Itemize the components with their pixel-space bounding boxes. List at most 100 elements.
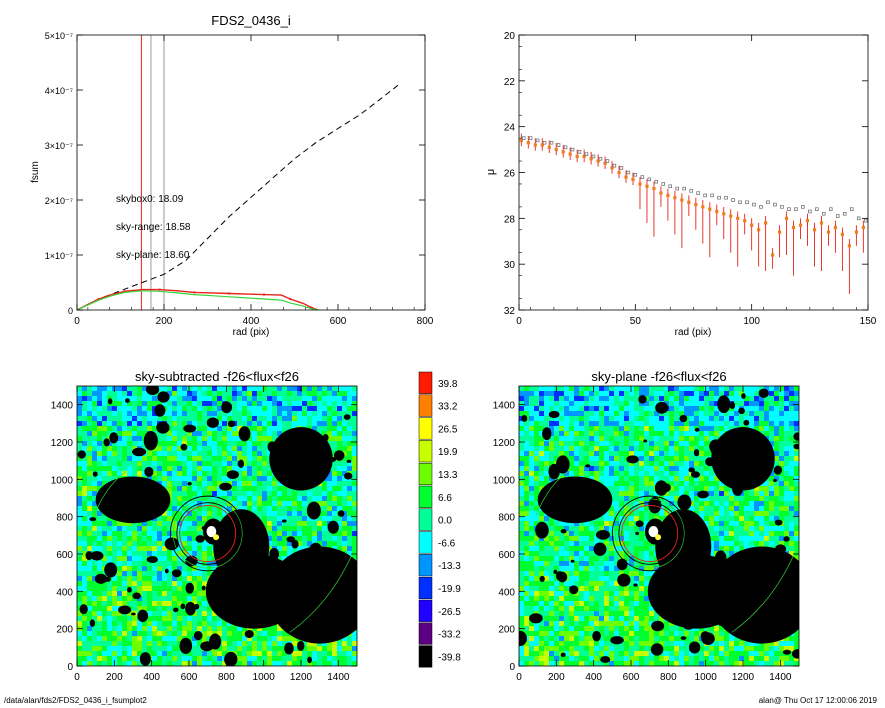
image-pixel <box>102 521 108 527</box>
image-pixel <box>167 471 173 477</box>
image-pixel <box>704 481 710 487</box>
image-pixel <box>242 486 248 492</box>
image-pixel <box>132 396 138 402</box>
image-pixel <box>127 581 133 587</box>
image-pixel <box>302 491 308 497</box>
image-pixel <box>197 511 203 517</box>
image-pixel <box>182 391 188 397</box>
image-pixel <box>644 481 650 487</box>
image-pixel <box>222 501 228 507</box>
image-pixel <box>534 406 540 412</box>
image-pixel <box>202 431 208 437</box>
image-pixel <box>529 441 535 447</box>
image-pixel <box>247 656 253 662</box>
image-pixel <box>584 391 590 397</box>
image-pixel <box>267 506 273 512</box>
image-pixel <box>302 656 308 662</box>
image-pixel <box>82 616 88 622</box>
image-pixel <box>152 546 158 552</box>
image-pixel <box>669 431 675 437</box>
image-pixel <box>282 656 288 662</box>
fsum-x-tick-label: 800 <box>417 316 434 327</box>
image-pixel <box>347 446 353 452</box>
image-pixel <box>107 466 113 472</box>
image-pixel <box>267 646 273 652</box>
image-pixel <box>794 491 799 497</box>
image-pixel <box>102 636 108 642</box>
image-pixel <box>167 576 173 582</box>
image-pixel <box>352 661 357 666</box>
image-pixel <box>599 436 605 442</box>
colorbar-label: 19.9 <box>438 447 458 458</box>
image-pixel <box>604 431 610 437</box>
image-pixel <box>87 486 93 492</box>
image-pixel <box>252 386 258 392</box>
image-pixel <box>709 486 715 492</box>
image-pixel <box>574 406 580 412</box>
image-pixel <box>287 516 293 522</box>
image-pixel <box>202 491 208 497</box>
image-pixel <box>112 456 118 462</box>
image-pixel <box>794 476 799 482</box>
image-pixel <box>322 486 328 492</box>
image-pixel <box>77 461 83 467</box>
image-pixel <box>152 521 158 527</box>
image-pixel <box>227 396 233 402</box>
image-pixel <box>347 636 353 642</box>
image-pixel <box>689 506 695 512</box>
image-pixel <box>232 626 238 632</box>
image-pixel <box>112 416 118 422</box>
image-pixel <box>267 546 273 552</box>
mu-point-sky-range <box>777 230 782 234</box>
image-pixel <box>292 636 298 642</box>
image-pixel <box>714 486 720 492</box>
image-pixel <box>197 571 203 577</box>
image-pixel <box>267 396 273 402</box>
image-pixel <box>202 621 208 627</box>
image-pixel <box>152 536 158 542</box>
image-pixel <box>624 426 630 432</box>
image-pixel <box>107 646 113 652</box>
image-pixel <box>257 651 263 657</box>
image-pixel <box>147 596 153 602</box>
image-pixel <box>77 486 83 492</box>
image-pixel <box>654 411 660 417</box>
image-pixel <box>127 401 133 407</box>
image-pixel <box>252 486 258 492</box>
image-pixel <box>322 491 328 497</box>
image-pixel <box>102 401 108 407</box>
image-pixel <box>242 446 248 452</box>
image-pixel <box>222 446 228 452</box>
image-pixel <box>277 396 283 402</box>
image-pixel <box>749 416 755 422</box>
image-pixel <box>237 436 243 442</box>
image-pixel <box>774 436 780 442</box>
image-pixel <box>629 451 635 457</box>
image-pixel <box>187 476 193 482</box>
image-pixel <box>237 456 243 462</box>
image-pixel <box>257 476 263 482</box>
image-pixel <box>202 596 208 602</box>
image-pixel <box>87 576 93 582</box>
image-pixel <box>157 556 163 562</box>
image-pixel <box>749 401 755 407</box>
image-pixel <box>212 456 218 462</box>
image-pixel <box>327 486 333 492</box>
image-pixel <box>624 401 630 407</box>
image-pixel <box>594 456 600 462</box>
image-pixel <box>82 656 88 662</box>
image-pixel <box>97 466 103 472</box>
image-pixel <box>569 391 575 397</box>
image-pixel <box>137 411 143 417</box>
image-pixel <box>322 496 328 502</box>
image-pixel <box>704 401 710 407</box>
image-pixel <box>644 446 650 452</box>
image-pixel <box>167 481 173 487</box>
image-pixel <box>92 616 98 622</box>
image-pixel <box>609 391 615 397</box>
image-pixel <box>102 526 108 532</box>
image-pixel <box>82 546 88 552</box>
image-pixel <box>734 501 740 507</box>
image-pixel <box>342 476 348 482</box>
mu-point-sky-range <box>840 232 845 236</box>
